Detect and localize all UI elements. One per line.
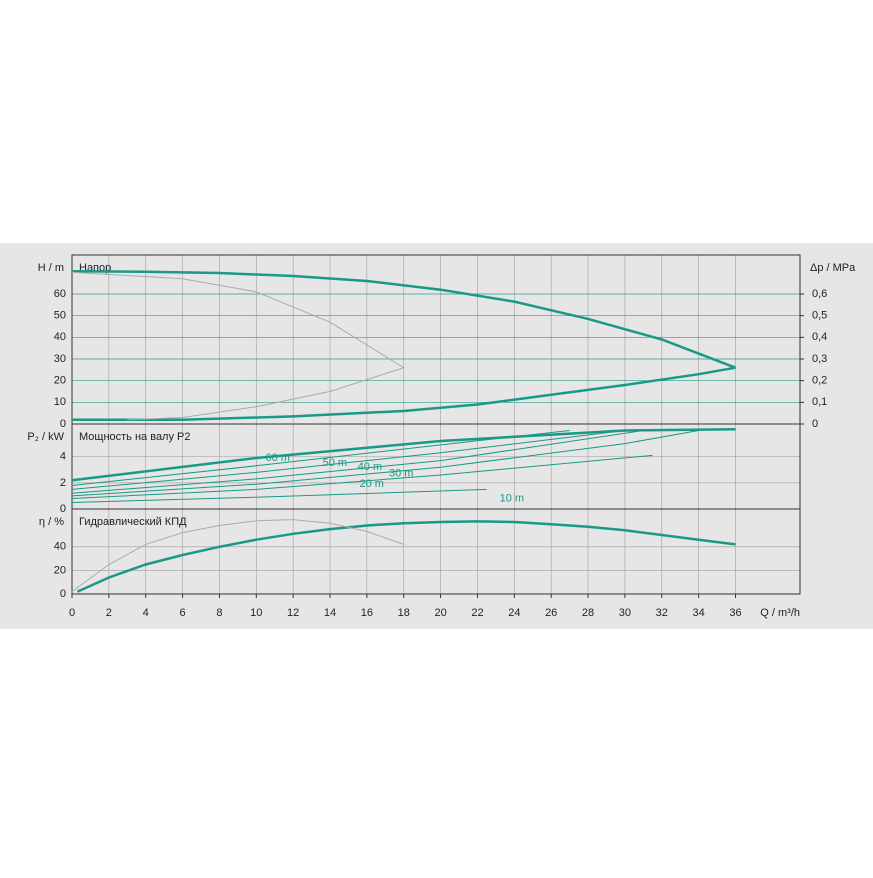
data-line (76, 520, 736, 593)
y-tick-label: 20 (54, 564, 66, 576)
y-tick-label: 0 (60, 418, 66, 430)
data-line (71, 430, 625, 490)
series-label: 10 m (500, 492, 524, 504)
y2-tick-label: 0,6 (812, 288, 827, 300)
x-tick-label: 28 (582, 607, 594, 619)
y2-tick-label: 0 (812, 418, 818, 430)
y2-tick-label: 0,3 (812, 353, 827, 365)
panel-title: Гидравлический КПД (79, 516, 187, 528)
y2-tick-label: 0,1 (812, 396, 827, 408)
x-tick-label: 14 (324, 607, 336, 619)
y-tick-label: 4 (60, 451, 66, 463)
x-tick-label: 30 (619, 607, 631, 619)
series-label: 20 m (360, 478, 384, 490)
series-label: 50 m (323, 457, 347, 469)
x-tick-label: 26 (545, 607, 557, 619)
data-line (72, 366, 736, 421)
y-tick-label: 0 (60, 588, 66, 600)
y-tick-label: 10 (54, 396, 66, 408)
data-line (71, 454, 653, 499)
y-axis-label: H / m (38, 262, 64, 274)
series-label: 60 m (266, 452, 290, 464)
x-tick-label: 4 (143, 607, 149, 619)
data-line (71, 519, 404, 593)
data-line (71, 270, 736, 369)
x-tick-label: 12 (287, 607, 299, 619)
x-tick-label: 34 (693, 607, 705, 619)
y-tick-label: 2 (60, 477, 66, 489)
x-axis-label: Q / m³/h (760, 607, 800, 619)
series-label: 30 m (389, 468, 413, 480)
y2-tick-label: 0,5 (812, 310, 827, 322)
y2-axis-label: Δp / MPa (810, 262, 856, 274)
x-tick-label: 10 (250, 607, 262, 619)
x-tick-label: 32 (656, 607, 668, 619)
x-tick-label: 20 (434, 607, 446, 619)
y-tick-label: 20 (54, 375, 66, 387)
data-line (71, 488, 487, 503)
x-tick-label: 24 (508, 607, 520, 619)
y-tick-label: 40 (54, 331, 66, 343)
y2-tick-label: 0,2 (812, 375, 827, 387)
data-line (71, 271, 405, 421)
data-line (71, 430, 570, 486)
x-tick-label: 36 (729, 607, 741, 619)
plot-frame (71, 508, 801, 595)
x-tick-label: 0 (69, 607, 75, 619)
data-line (71, 427, 736, 482)
x-tick-label: 2 (106, 607, 112, 619)
data-line (71, 430, 699, 497)
panel-title: Мощность на валу P2 (79, 431, 191, 443)
y-axis-label: η / % (39, 516, 64, 528)
x-tick-label: 16 (361, 607, 373, 619)
y-tick-label: 60 (54, 288, 66, 300)
y2-tick-label: 0,4 (812, 331, 827, 343)
x-tick-label: 18 (398, 607, 410, 619)
y-tick-label: 0 (60, 503, 66, 515)
x-tick-label: 22 (471, 607, 483, 619)
y-tick-label: 50 (54, 310, 66, 322)
x-tick-label: 8 (216, 607, 222, 619)
data-line (71, 430, 644, 494)
series-label: 40 m (358, 461, 382, 473)
y-tick-label: 40 (54, 541, 66, 553)
y-tick-label: 30 (54, 353, 66, 365)
y-axis-label: P₂ / kW (27, 431, 64, 443)
x-tick-label: 6 (180, 607, 186, 619)
